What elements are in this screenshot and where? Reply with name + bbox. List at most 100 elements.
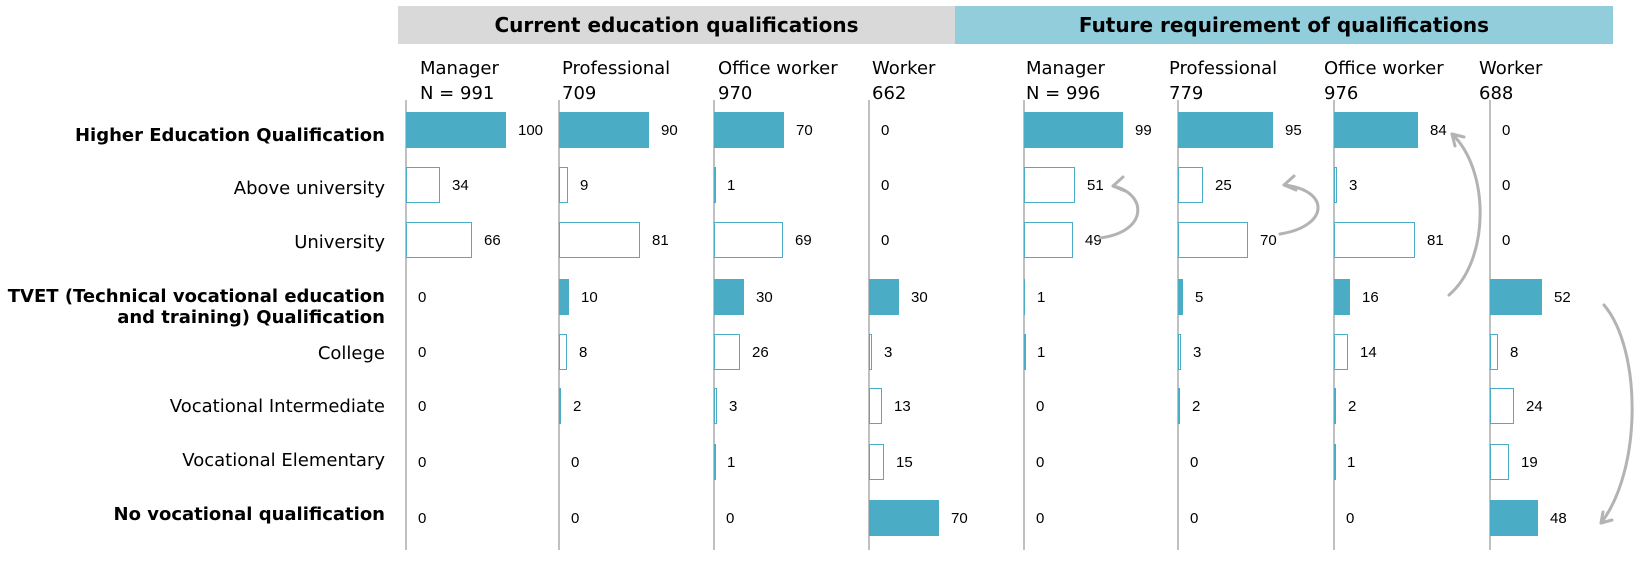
col-name: Manager [1026,58,1105,79]
bar [1334,279,1350,315]
data-label: 30 [756,289,773,306]
bar [714,112,784,148]
shift-arrow-manager [1098,184,1140,240]
bar [1178,279,1183,315]
row-label-tvet-line2: and training) Qualification [117,307,385,328]
data-label: 0 [881,232,889,249]
data-label: 66 [484,232,501,249]
data-label: 0 [1190,454,1198,471]
col-header-current-office-worker: Office worker 970 [718,56,838,106]
data-label: 0 [881,177,889,194]
data-label: 3 [1349,177,1357,194]
data-label: 0 [1502,232,1510,249]
bar [869,388,882,424]
bar [1490,444,1509,480]
col-header-future-office-worker: Office worker 976 [1324,56,1444,106]
data-label: 1 [727,454,735,471]
row-label-vocational-elementary: Vocational Elementary [182,450,385,471]
banner-future-requirement: Future requirement of qualifications [955,6,1613,44]
data-label: 14 [1360,344,1377,361]
bar [559,334,567,370]
data-label: 0 [726,510,734,527]
col-n: N = 991 [420,83,495,104]
data-label: 2 [1348,398,1356,415]
data-label: 52 [1554,289,1571,306]
bar [1334,167,1337,203]
data-label: 13 [894,398,911,415]
data-label: 8 [1510,344,1518,361]
data-label: 30 [911,289,928,306]
data-label: 90 [661,122,678,139]
data-label: 3 [884,344,892,361]
shift-arrow-worker [1599,303,1634,525]
row-label-university: University [294,232,385,253]
bar [1024,222,1073,258]
bar [714,444,716,480]
col-n: 709 [562,83,597,104]
col-n: 970 [718,83,753,104]
row-label-tvet: TVET (Technical vocational education and… [8,286,385,328]
col-name: Worker [1479,58,1543,79]
bar [869,500,939,536]
col-header-current-worker: Worker 662 [872,56,935,106]
col-name: Professional [562,58,671,79]
data-label: 0 [418,289,426,306]
col-n: 779 [1169,83,1204,104]
row-label-higher-education: Higher Education Qualification [74,125,385,146]
data-label: 8 [579,344,587,361]
data-label: 1 [1037,289,1045,306]
shift-arrow-office-worker-head [1450,132,1466,148]
row-label-college: College [317,343,385,364]
data-label: 70 [1260,232,1277,249]
data-label: 3 [729,398,737,415]
row-label-above-university: Above university [233,178,385,199]
data-label: 48 [1550,510,1567,527]
shift-arrow-manager-head [1111,175,1127,193]
data-label: 99 [1135,122,1152,139]
bar [559,279,569,315]
data-label: 3 [1193,344,1201,361]
data-label: 0 [418,454,426,471]
bar [1334,444,1336,480]
data-label: 0 [571,510,579,527]
bar [1334,112,1418,148]
row-label-tvet-line1: TVET (Technical vocational education [7,286,385,307]
data-label: 0 [1036,510,1044,527]
bar [406,112,506,148]
data-label: 24 [1526,398,1543,415]
bar [869,444,884,480]
data-label: 100 [518,122,543,139]
data-label: 0 [1190,510,1198,527]
bar [1178,334,1181,370]
bar [714,279,744,315]
data-label: 10 [581,289,598,306]
bar [869,334,872,370]
data-label: 1 [1037,344,1045,361]
data-label: 49 [1085,232,1102,249]
data-label: 81 [1427,232,1444,249]
data-label: 0 [1036,398,1044,415]
col-name: Office worker [1324,58,1444,79]
bar [714,334,740,370]
bar [406,222,472,258]
col-name: Manager [420,58,499,79]
col-header-future-manager: Manager N = 996 [1026,56,1105,106]
col-header-current-manager: Manager N = 991 [420,56,499,106]
bar [1490,334,1498,370]
shift-arrow-worker-head [1599,510,1614,525]
data-label: 25 [1215,177,1232,194]
data-label: 15 [896,454,913,471]
col-name: Professional [1169,58,1278,79]
col-n: 976 [1324,83,1359,104]
col-header-future-professional: Professional 779 [1169,56,1277,106]
bar [1490,279,1542,315]
bar [1178,222,1248,258]
bar [1334,388,1336,424]
bar [1334,222,1415,258]
bar [714,388,717,424]
data-label: 69 [795,232,812,249]
bar [1178,112,1273,148]
data-label: 84 [1430,122,1447,139]
data-label: 0 [418,398,426,415]
